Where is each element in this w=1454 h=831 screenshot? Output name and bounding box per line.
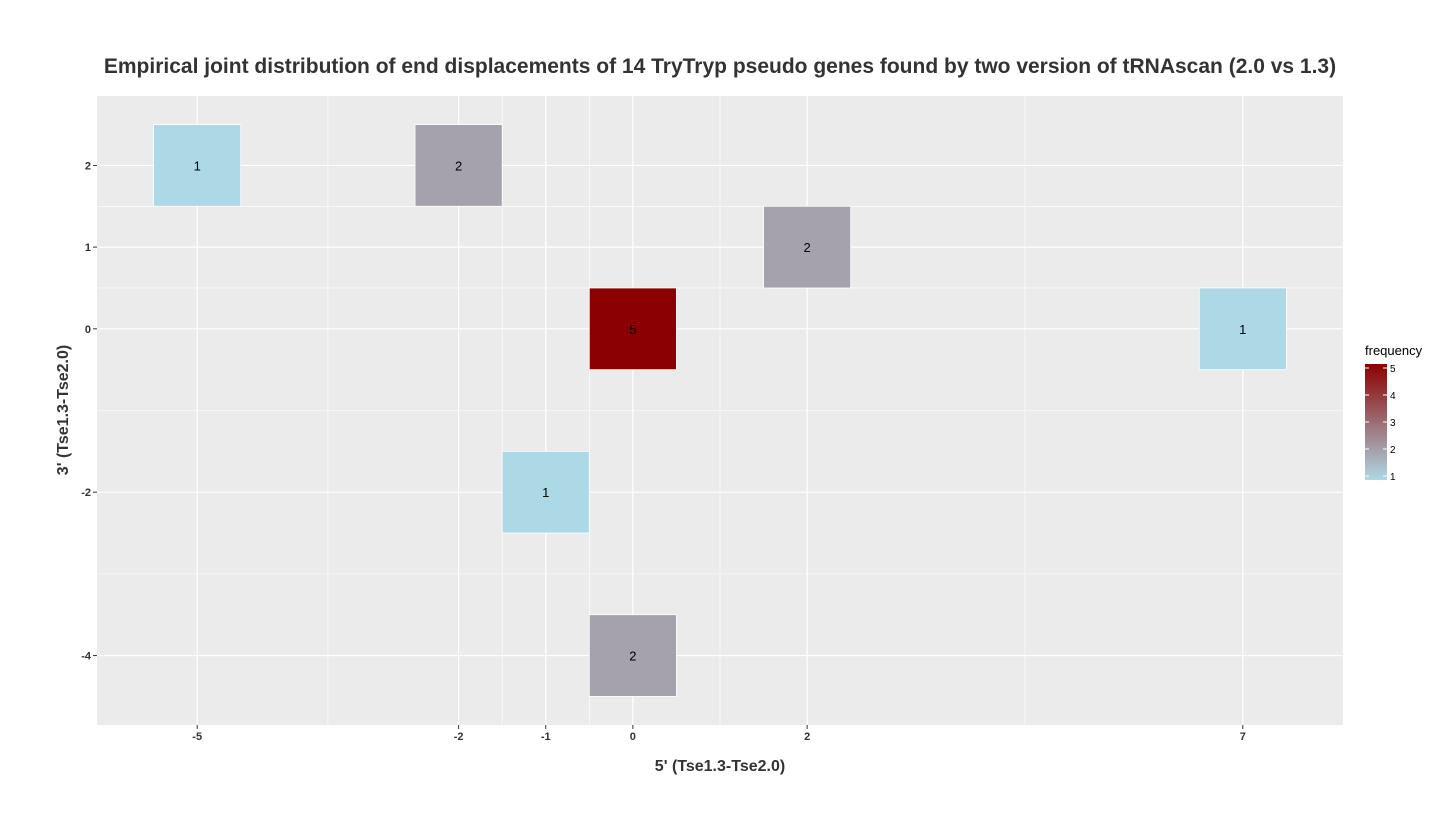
heatmap-cell [414, 124, 503, 207]
y-tick-label: -2 [81, 487, 91, 499]
cell-label: 1 [1239, 322, 1246, 337]
heatmap-cells: 1 2 2 5 1 1 2 [153, 124, 1287, 697]
y-tick-label: 2 [85, 160, 91, 172]
x-tick-label: 2 [804, 731, 810, 743]
heatmap-cell [1198, 287, 1287, 371]
x-tick-label: -2 [454, 731, 464, 743]
legend-ticks: 5 4 3 2 1 [1365, 364, 1396, 483]
x-tick-label: -1 [541, 731, 551, 743]
heatmap-cell [588, 287, 677, 371]
y-axis-title: 3' (Tse1.3-Tse2.0) [55, 345, 72, 475]
x-axis: -5 -2 -1 0 2 7 [192, 725, 1246, 743]
cell-label: 2 [804, 240, 811, 255]
cell-label: 2 [455, 158, 462, 173]
y-axis: 2 1 0 -2 -4 [81, 160, 97, 663]
chart-title: Empirical joint distribution of end disp… [104, 55, 1336, 78]
grid-major [97, 96, 1343, 725]
y-tick-label: 1 [85, 242, 91, 254]
legend-title: frequency [1365, 343, 1423, 358]
legend-tick-label: 2 [1390, 445, 1396, 456]
x-tick-label: 7 [1240, 731, 1246, 743]
legend-colorbar [1365, 364, 1387, 480]
cell-label: 1 [194, 158, 201, 173]
grid-minor [97, 96, 1343, 725]
x-axis-title: 5' (Tse1.3-Tse2.0) [655, 758, 785, 775]
heatmap-cell [153, 124, 242, 207]
x-tick-label: -5 [192, 731, 202, 743]
cell-label: 5 [629, 322, 636, 337]
heatmap-cell [501, 450, 590, 534]
cell-label: 1 [542, 485, 549, 500]
legend-tick-label: 5 [1390, 364, 1396, 375]
legend-tick-label: 3 [1390, 418, 1396, 429]
legend-tick-label: 4 [1390, 391, 1396, 402]
x-tick-label: 0 [630, 731, 636, 743]
heatmap-cell [588, 614, 677, 697]
y-tick-label: 0 [85, 324, 91, 336]
cell-label: 2 [629, 649, 636, 664]
heatmap-cell [763, 205, 852, 289]
legend: frequency 5 4 3 2 1 [1365, 343, 1423, 483]
y-tick-label: -4 [81, 651, 92, 663]
legend-tick-label: 1 [1390, 472, 1396, 483]
